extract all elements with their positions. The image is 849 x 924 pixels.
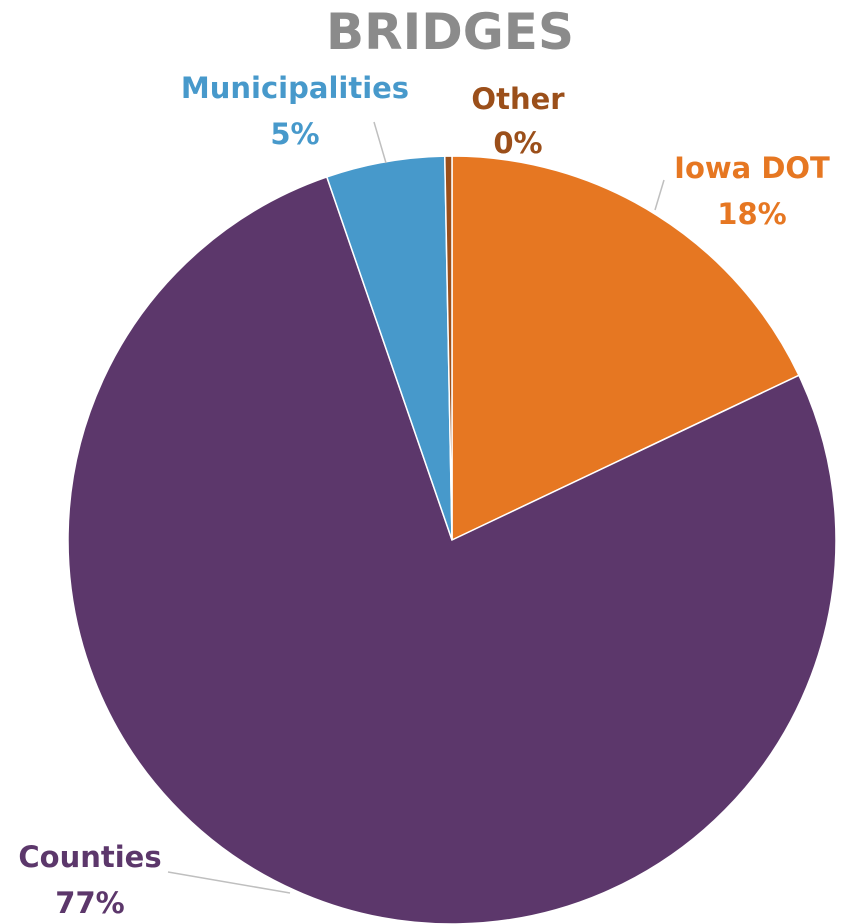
- slice-percent-iowa-dot: 18%: [717, 197, 786, 231]
- slice-label-iowa-dot: Iowa DOT: [674, 151, 830, 185]
- slice-label-other: Other: [471, 82, 565, 116]
- slice-label-counties: Counties: [18, 840, 161, 874]
- slice-percent-municipalities: 5%: [270, 117, 319, 151]
- slice-label-municipalities: Municipalities: [181, 71, 409, 105]
- chart-title: BRIDGES: [326, 3, 574, 61]
- leader-line-municipalities: [373, 121, 387, 164]
- pie-slice-iowa-dot: [451, 155, 800, 542]
- leader-lines-layer: [167, 121, 665, 894]
- slice-percent-other: 0%: [493, 126, 542, 160]
- slice-percent-counties: 77%: [55, 886, 124, 920]
- labels-layer: Iowa DOT 18% Counties 77% Municipalities 5% Ot…: [18, 71, 830, 920]
- leader-line-counties: [167, 871, 291, 894]
- leader-line-iowa-dot: [654, 179, 665, 211]
- pie-slice-counties: [67, 176, 837, 924]
- slices-layer: [67, 155, 837, 924]
- pie-slice-other: [444, 155, 453, 541]
